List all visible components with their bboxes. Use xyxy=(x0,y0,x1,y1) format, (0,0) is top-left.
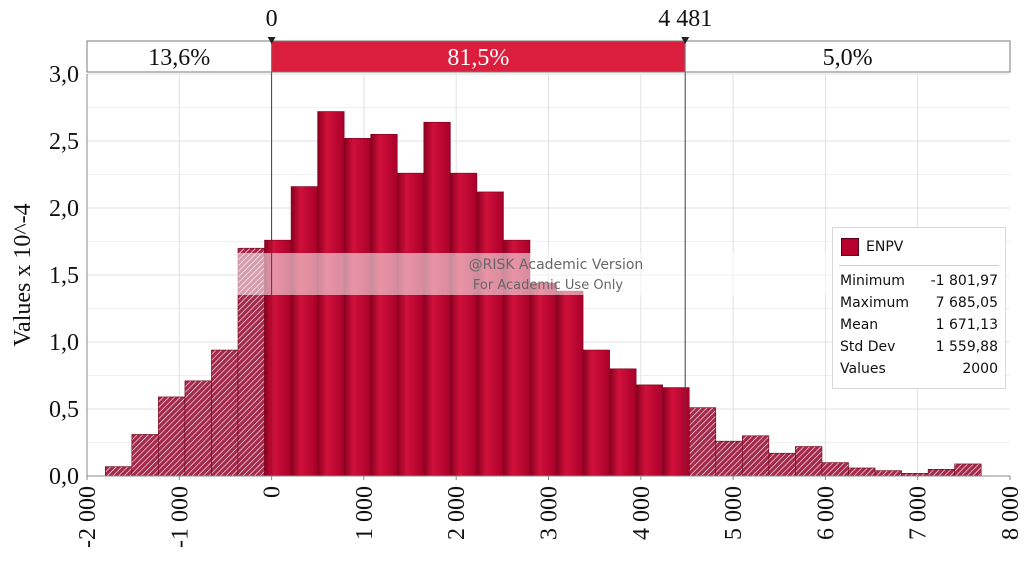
segment-box xyxy=(271,40,686,73)
y-tick-label: 2,5 xyxy=(49,129,79,155)
legend-header: ENPV xyxy=(841,236,903,258)
histogram-bar xyxy=(450,172,478,477)
y-tick-label: 0,5 xyxy=(49,397,79,423)
segment-box xyxy=(684,40,1011,73)
histogram-bar xyxy=(423,121,451,477)
y-axis-title: Values x 10^-4 xyxy=(10,203,36,346)
histogram-bar xyxy=(688,407,717,477)
stat-label: Maximum xyxy=(840,295,909,311)
x-tick-label: -1 000 xyxy=(167,486,193,548)
histogram-bar xyxy=(795,446,823,477)
histogram-bar xyxy=(556,290,584,477)
left-delimiter-label: 0 xyxy=(266,6,278,32)
histogram-bar xyxy=(396,172,425,477)
y-tick-label: 1,5 xyxy=(49,263,79,289)
stat-value: 2000 xyxy=(962,361,998,377)
segment-label: 5,0% xyxy=(823,45,873,71)
histogram-bars xyxy=(104,111,982,477)
x-tick-label: 1 000 xyxy=(352,486,378,540)
histogram-bar xyxy=(131,434,159,477)
histogram-bar xyxy=(874,470,902,477)
x-tick-label: 5 000 xyxy=(721,486,747,540)
legend-series-name: ENPV xyxy=(866,239,904,255)
y-tick-label: 3,0 xyxy=(49,62,79,88)
histogram-bar xyxy=(609,368,637,477)
histogram-bar xyxy=(184,380,212,477)
histogram-bar xyxy=(104,466,133,477)
histogram-bar xyxy=(476,191,504,477)
histogram-bar xyxy=(848,467,876,477)
x-tick-label: 8 000 xyxy=(998,486,1024,540)
y-tick-label: 1,0 xyxy=(49,330,79,356)
stat-label: Std Dev xyxy=(840,339,896,355)
axes: 0,0 0,5 1,0 1,5 2,0 2,5 3,0 -2 000 -1 000 0 1 000 2… xyxy=(10,62,1024,548)
stat-row-minimum: Minimum -1 801,97 xyxy=(840,270,998,292)
watermark-line-1: @RISK Academic Version xyxy=(469,257,644,273)
histogram-bar xyxy=(742,435,770,477)
histogram-bar xyxy=(370,134,398,477)
stat-row-values: Values 2000 xyxy=(840,358,998,380)
watermark-line-2: For Academic Use Only xyxy=(473,278,624,293)
stat-label: Values xyxy=(840,361,886,377)
stat-value: 1 559,88 xyxy=(935,339,998,355)
x-tick-label: 0 xyxy=(260,486,286,498)
histogram-bar xyxy=(768,452,796,477)
histogram-bar xyxy=(582,349,610,477)
stat-value: 7 685,05 xyxy=(935,295,998,311)
stat-value: -1 801,97 xyxy=(930,273,998,289)
histogram-bar xyxy=(158,396,186,477)
delimiter-handle xyxy=(267,37,276,44)
y-tick-label: 0,0 xyxy=(49,464,79,490)
histogram-bar xyxy=(290,186,318,477)
x-tick-label: 6 000 xyxy=(813,486,839,540)
stat-row-maximum: Maximum 7 685,05 xyxy=(840,292,998,314)
stat-label: Minimum xyxy=(840,273,905,289)
delimiter-handle xyxy=(681,37,690,44)
histogram-bar xyxy=(715,440,743,477)
y-tick-label: 2,0 xyxy=(49,196,79,222)
stat-label: Mean xyxy=(840,317,879,333)
x-tick-label: 7 000 xyxy=(906,486,932,540)
stats-legend: ENPV Minimum -1 801,97 Maximum 7 685,05 … xyxy=(832,227,1006,389)
x-tick-label: 2 000 xyxy=(444,486,470,540)
stat-value: 1 671,13 xyxy=(935,317,998,333)
histogram-bar xyxy=(211,349,239,477)
histogram-bar xyxy=(927,468,955,477)
histogram-bar xyxy=(954,463,982,477)
histogram-bar xyxy=(343,138,372,477)
right-delimiter-label: 4 481 xyxy=(658,6,712,32)
legend-divider xyxy=(839,265,999,266)
x-tick-label: 3 000 xyxy=(537,486,563,540)
segment-label: 13,6% xyxy=(148,45,210,71)
legend-swatch xyxy=(841,238,859,256)
stat-row-mean: Mean 1 671,13 xyxy=(840,314,998,336)
histogram-bar xyxy=(529,282,557,477)
histogram-bar xyxy=(635,384,663,477)
x-tick-label: -2 000 xyxy=(75,486,101,548)
stat-row-std-dev: Std Dev 1 559,88 xyxy=(840,336,998,358)
x-tick-label: 4 000 xyxy=(629,486,655,540)
histogram-bar xyxy=(821,462,849,477)
segment-label: 81,5% xyxy=(447,45,509,71)
